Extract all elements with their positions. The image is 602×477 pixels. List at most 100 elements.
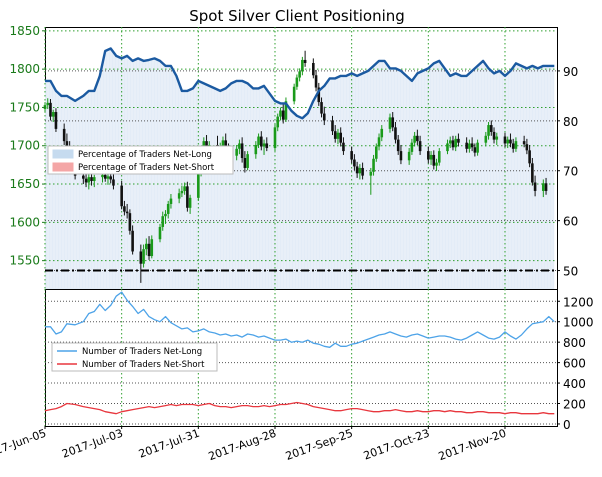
- left-tick-label: 1700: [9, 139, 40, 153]
- candle-body: [186, 186, 189, 208]
- candle-body: [147, 243, 151, 257]
- candle-body: [166, 203, 170, 214]
- net-short-count-line: [44, 401, 555, 415]
- candle-body: [180, 190, 184, 194]
- right-tick-label: 400: [563, 377, 586, 391]
- candle-body: [131, 230, 134, 252]
- right-tick-label: 1200: [563, 295, 594, 309]
- candle-body: [240, 143, 244, 158]
- candle-body: [257, 136, 260, 145]
- legend-box: [51, 342, 218, 372]
- candle-body: [342, 142, 345, 152]
- candle-body: [292, 86, 296, 102]
- candle-body: [353, 159, 356, 167]
- candle-body: [87, 177, 91, 183]
- candle-body: [92, 177, 96, 181]
- candle-body: [273, 127, 277, 149]
- right-tick-label: 50: [563, 265, 578, 279]
- candle-body: [224, 140, 228, 151]
- candle-body: [506, 139, 510, 144]
- candle-body: [410, 142, 414, 152]
- candle-body: [454, 138, 457, 148]
- candle-body: [542, 183, 545, 191]
- candle-body: [465, 142, 468, 149]
- candle-body: [407, 151, 411, 161]
- legend-box: [47, 145, 234, 175]
- legend-swatch: [52, 149, 74, 159]
- candle-body: [128, 213, 132, 231]
- x-tick-label: 2017-Oct-23: [362, 427, 432, 463]
- candle-body: [339, 132, 343, 143]
- left-tick-label: 1600: [9, 215, 40, 229]
- candle-body: [435, 162, 438, 166]
- x-tick-label: 2017-Aug-28: [207, 427, 278, 464]
- candle-body: [276, 116, 280, 128]
- candle-body: [473, 147, 477, 153]
- candle-body: [377, 137, 381, 147]
- candle-body: [164, 213, 167, 217]
- right-tick-label: 60: [563, 215, 578, 229]
- right-tick-label: 800: [563, 336, 586, 350]
- candle-body: [358, 167, 362, 174]
- candle-body: [106, 176, 110, 179]
- candle-body: [399, 151, 403, 161]
- candle-body: [416, 135, 419, 142]
- candle-body: [298, 71, 301, 78]
- net-long-percent-line: [45, 47, 555, 120]
- candle-body: [427, 151, 430, 160]
- candle-body: [243, 158, 247, 168]
- net-long-count-line: [45, 291, 555, 348]
- candle-body: [46, 102, 50, 106]
- candle-body: [369, 171, 373, 176]
- candle-body: [161, 216, 165, 227]
- candle-body: [509, 139, 512, 144]
- candle-body: [522, 141, 526, 145]
- candle-body: [169, 198, 173, 204]
- legend-label: Percentage of Traders Net-Short: [78, 163, 215, 173]
- right-tick-label: 200: [563, 398, 586, 412]
- candle-body: [145, 243, 148, 250]
- right-tick-label: 80: [563, 115, 578, 129]
- candle-body: [238, 143, 241, 149]
- candle-body: [350, 151, 353, 160]
- x-tick-label: 2017-Jul-03: [60, 427, 124, 461]
- candle-body: [484, 135, 488, 143]
- candle-body: [312, 63, 315, 76]
- left-tick-label: 1800: [9, 62, 40, 76]
- candle-body: [525, 144, 529, 151]
- candle-body: [65, 141, 69, 149]
- candle-body: [54, 112, 58, 129]
- candle-body: [320, 102, 323, 114]
- candle-body: [361, 167, 364, 176]
- upper-line-layer: [45, 47, 555, 120]
- candle-body: [183, 186, 186, 191]
- net-long-area: [45, 48, 555, 289]
- candle-body: [388, 117, 392, 129]
- candle-body: [259, 136, 263, 147]
- candle-body: [470, 143, 474, 148]
- candle-body: [451, 140, 455, 148]
- candle-body: [531, 163, 534, 183]
- candle-body: [139, 251, 143, 264]
- candle-body: [331, 120, 334, 132]
- left-tick-label: 1650: [9, 177, 40, 191]
- candle-body: [544, 183, 548, 191]
- candle-body: [429, 154, 433, 160]
- x-tick-label: 2017-Nov-20: [437, 427, 508, 464]
- candle-body: [120, 185, 123, 207]
- candle-body: [284, 101, 288, 120]
- right-tick-label: 0: [563, 418, 571, 432]
- candle-body: [492, 131, 496, 140]
- right-tick-label: 1000: [563, 316, 594, 330]
- candle-body: [235, 148, 238, 156]
- left-tick-label: 1850: [9, 24, 40, 38]
- candle-body: [103, 174, 107, 179]
- candle-body: [177, 193, 181, 199]
- candle-body: [503, 136, 507, 144]
- candle-body: [487, 125, 490, 136]
- candle-body: [514, 141, 518, 149]
- chart-title: Spot Silver Client Positioning: [189, 7, 405, 25]
- candle-body: [246, 154, 249, 168]
- candle-body: [372, 158, 375, 172]
- legend-label: Percentage of Traders Net-Long: [78, 150, 212, 160]
